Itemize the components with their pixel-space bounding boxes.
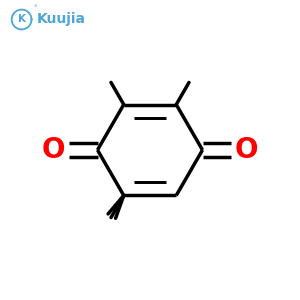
Text: O: O: [42, 136, 65, 164]
Text: Kuujia: Kuujia: [37, 13, 86, 26]
Text: °: °: [33, 5, 37, 11]
Text: K: K: [18, 14, 26, 25]
Text: O: O: [235, 136, 258, 164]
